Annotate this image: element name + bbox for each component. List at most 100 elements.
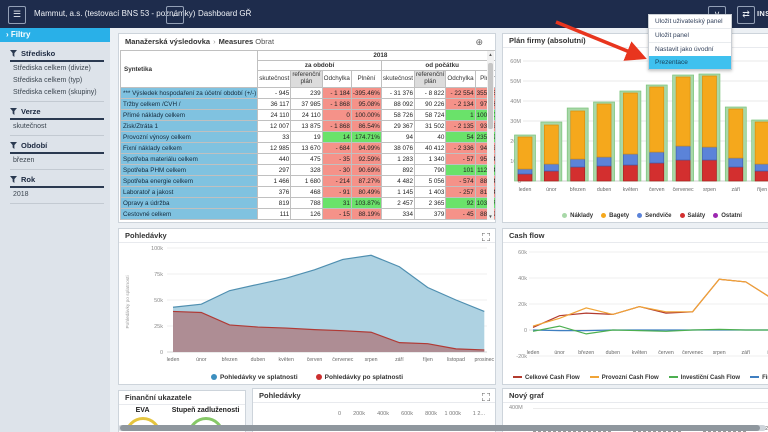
table-cell: 24 110 <box>257 109 292 121</box>
gauge-label: Stupeň zadluženosti <box>171 407 240 414</box>
cash-flow-legend: Celkové Cash Flow Provozní Cash Flow Inves… <box>503 375 768 381</box>
table-cell: - 257 <box>445 186 476 198</box>
menu-item[interactable]: Uložit uživatelský panel <box>655 18 723 25</box>
legend-item[interactable]: Investiční Cash Flow <box>668 375 740 381</box>
sidebar-section-header[interactable]: Verze <box>10 107 104 120</box>
svg-text:listopad: listopad <box>447 357 465 363</box>
table-cell: 475 <box>290 153 323 165</box>
horizontal-scrollbar[interactable] <box>118 425 766 431</box>
legend-item[interactable]: Celkové Cash Flow <box>513 375 580 381</box>
table-row[interactable]: *** Výsledek hospodaření za účetní obdob… <box>119 87 495 99</box>
table-cell: 0 <box>321 109 352 121</box>
table-cell: - 8 822 <box>413 87 447 99</box>
legend-item[interactable]: Ostatní <box>713 212 742 219</box>
row-label: Provozní výnosy celkem <box>119 131 259 143</box>
table-cell: - 684 <box>321 142 352 154</box>
table-row[interactable]: Spotřeba PHM celkem 297 328- 30 90.69% 892 79… <box>119 164 495 176</box>
menu-item[interactable]: Nastavit jako úvodní <box>649 42 731 56</box>
table-row[interactable]: Provozní výnosy celkem 33 19 14 174.71% 94 40 5… <box>119 131 495 143</box>
pohledavky-chart: 0 25k 50k 75k 100k Pohledávky po splatnosti le… <box>119 242 495 371</box>
sidebar-section-header[interactable]: Období <box>10 141 104 154</box>
breadcrumb[interactable]: Manažerská výsledovka › Measures Obrat ⊕ <box>119 34 495 50</box>
svg-text:červen: červen <box>307 357 323 363</box>
table-cell: 328 <box>290 164 323 176</box>
plan-legend: Náklady Bagety Sendviče Saláty Ostatní <box>503 212 768 219</box>
table-row[interactable]: Spotřeba materiálu celkem 440 475- 35 92.59… <box>119 153 495 165</box>
table-cell: 24 110 <box>290 109 323 121</box>
legend-label: Ostatní <box>721 213 742 219</box>
table-row[interactable]: Laboratoř a jakost 376 468- 91 80.49% 1 145 1… <box>119 186 495 198</box>
table-cell: 334 <box>380 208 416 220</box>
table-row[interactable]: Fixní náklady celkem 12 985 13 670- 684 94.… <box>119 142 495 154</box>
table-row[interactable]: Cestovné celkem 111 126- 15 88.19% 334 379- 4… <box>119 208 495 220</box>
table-cell: 58 726 <box>380 109 416 121</box>
svg-text:květen: květen <box>632 350 647 356</box>
sidebar-item[interactable]: skutečnost <box>13 122 47 130</box>
gauge-eva: EVA <box>124 407 161 429</box>
scrollbar-thumb[interactable] <box>120 425 760 431</box>
table-scrollbar[interactable]: ▲ ▼ <box>487 51 494 220</box>
breadcrumb-part[interactable]: Measures <box>218 37 254 46</box>
filters-header[interactable]: › Filtry <box>0 28 110 42</box>
table-cell: 468 <box>290 186 323 198</box>
legend-item[interactable]: Finanční Cash Flow <box>750 375 768 381</box>
table-cell: - 57 <box>445 153 476 165</box>
table-row[interactable]: Opravy a údržba 819 788 31 103.87% 2 457 2 365… <box>119 197 495 209</box>
sidebar-item[interactable]: Střediska celkem (divize) <box>13 64 91 72</box>
column-header: Syntetika <box>119 50 259 88</box>
table-cell: 1 680 <box>290 175 323 187</box>
table-cell: 1 283 <box>380 153 416 165</box>
table-cell: 174.71% <box>350 131 382 143</box>
expand-icon[interactable] <box>481 392 491 405</box>
legend-item[interactable]: Provozní Cash Flow <box>589 375 659 381</box>
table-row[interactable]: Spotřeba energie celkem 1 466 1 680- 214 87… <box>119 175 495 187</box>
hamburger-menu-button[interactable]: ☰ <box>8 6 26 24</box>
sidebar-section-label: Období <box>21 141 48 150</box>
table-row[interactable]: Tržby celkem /CVH /36 117 37 985- 1 868 95… <box>119 98 495 110</box>
svg-text:40M: 40M <box>510 99 521 105</box>
divider <box>10 203 104 204</box>
gauges-row: EVA Stupeň zadluženosti <box>119 407 245 429</box>
scroll-up-icon[interactable]: ▲ <box>488 52 493 57</box>
table-cell: 790 <box>413 164 447 176</box>
svg-text:říjen: říjen <box>757 187 767 193</box>
legend-item[interactable]: Pohledávky po splatnosti <box>315 374 403 381</box>
sidebar-item[interactable]: Střediska celkem (typ) <box>13 76 83 84</box>
table-cell: 54 <box>445 131 476 143</box>
table-row[interactable]: Přímé náklady celkem 24 110 24 110 0 100.00%… <box>119 109 495 121</box>
row-label: Cestovné celkem <box>119 208 259 220</box>
legend-label: Finanční Cash Flow <box>762 375 768 381</box>
svg-text:75k: 75k <box>154 272 163 278</box>
sidebar-item[interactable]: březen <box>13 156 35 164</box>
swap-view-button[interactable]: ⇄ <box>737 6 755 24</box>
legend-item[interactable]: Sendviče <box>637 212 672 219</box>
sidebar-item[interactable]: Střediska celkem (skupiny) <box>13 88 97 96</box>
table-cell: 376 <box>257 186 292 198</box>
drilldown-icon[interactable]: ⊕ <box>475 37 483 47</box>
table-cell: - 45 <box>445 208 476 220</box>
svg-text:srpen: srpen <box>365 357 378 363</box>
table-cell: 101 <box>445 164 476 176</box>
sidebar-item[interactable]: 2018 <box>13 190 29 198</box>
table-cell: 36 117 <box>257 98 292 110</box>
breadcrumb-part[interactable]: Manažerská výsledovka <box>125 37 211 46</box>
back-button[interactable]: ← <box>166 6 184 24</box>
legend-item[interactable]: Bagety <box>601 212 629 219</box>
legend-swatch <box>210 374 217 381</box>
svg-text:září: září <box>741 350 750 356</box>
legend-swatch <box>315 374 322 381</box>
legend-item[interactable]: Náklady <box>562 212 593 219</box>
scrollbar-thumb[interactable] <box>488 63 493 129</box>
sidebar-section-header[interactable]: Středisko <box>10 49 104 62</box>
legend-item[interactable]: Pohledávky ve splatnosti <box>210 374 298 381</box>
table-cell: 12 985 <box>257 142 292 154</box>
sidebar-section-header[interactable]: Rok <box>10 175 104 188</box>
menu-item[interactable]: Uložit panel <box>649 28 731 42</box>
table-row[interactable]: Zisk/Ztráta 1 12 007 13 875- 1 868 86.54% 29… <box>119 120 495 132</box>
divider <box>10 169 104 170</box>
legend-item[interactable]: Saláty <box>679 212 705 219</box>
svg-text:0: 0 <box>524 328 527 334</box>
scroll-down-icon[interactable]: ▼ <box>488 214 493 219</box>
row-label: Tržby celkem /CVH / <box>119 98 259 110</box>
menu-item[interactable]: Prezentace <box>649 56 731 69</box>
